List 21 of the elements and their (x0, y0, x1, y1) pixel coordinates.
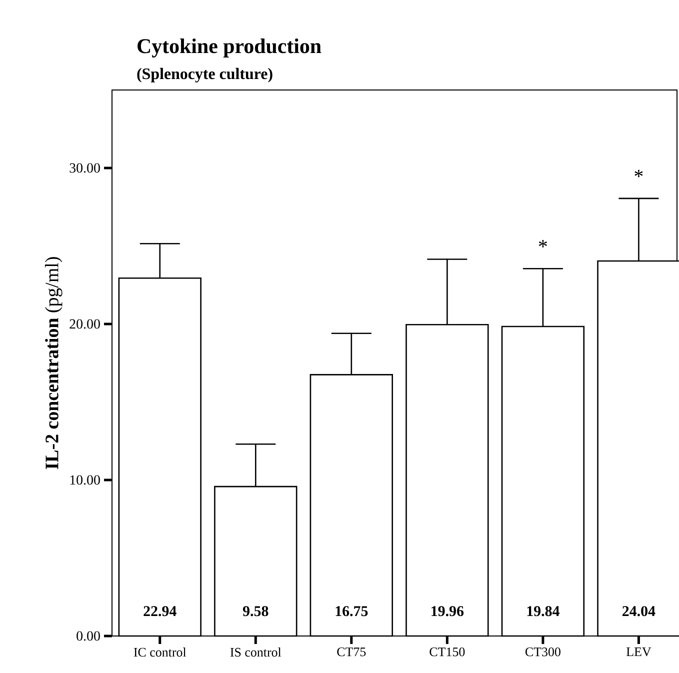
y-axis-title: IL-2 concentration (pg/ml) (45, 257, 62, 470)
data-label: 24.04 (622, 606, 656, 616)
x-tick-label: IS control (230, 648, 282, 657)
data-label: 22.94 (144, 606, 176, 616)
chart-subtitle: (Splenocyte culture) (137, 68, 272, 82)
x-tick-label: IC control (134, 648, 186, 657)
data-label: 9.58 (242, 606, 268, 616)
y-tick-label: 10.00 (70, 475, 100, 485)
data-label: 16.75 (336, 606, 368, 616)
annotation: * (538, 240, 547, 248)
y-tick-label: 0.00 (76, 631, 100, 641)
data-label: 19.96 (432, 606, 464, 616)
y-tick-label: 20.00 (70, 319, 100, 329)
y-tick-label: 30.00 (70, 163, 100, 173)
chart-title: Cytokine production (138, 38, 322, 58)
x-tick-label: LEV (626, 648, 652, 656)
x-tick-label: CT150 (430, 648, 465, 656)
annotation: * (634, 170, 643, 178)
x-tick-label: CT300 (525, 648, 560, 656)
data-label: 19.84 (527, 606, 560, 616)
x-tick-label: CT75 (337, 648, 366, 656)
